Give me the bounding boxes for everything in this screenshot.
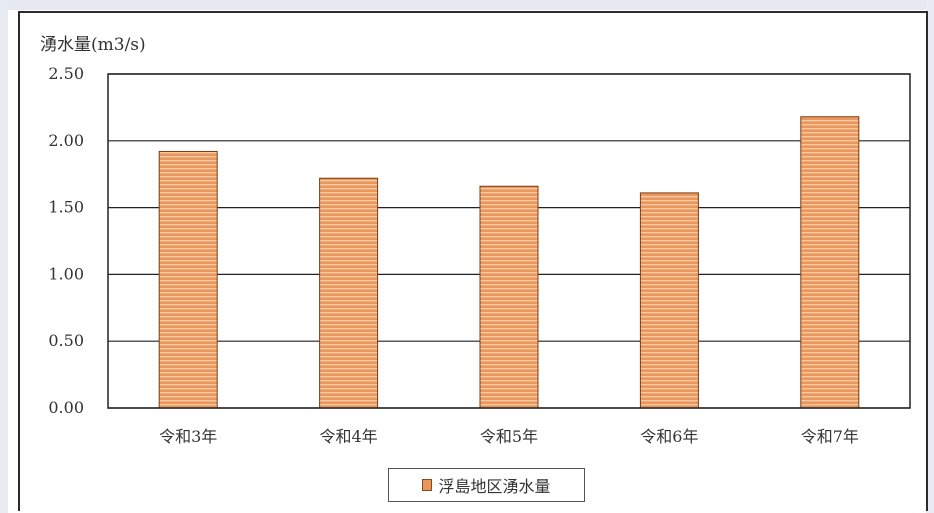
x-tick-labels: 令和3年 令和4年 令和5年 令和6年 令和7年 xyxy=(159,427,859,446)
bar xyxy=(319,177,379,409)
y-tick-label: 1.00 xyxy=(48,264,84,283)
y-tick-label: 1.50 xyxy=(48,198,84,217)
bar xyxy=(158,150,218,409)
bars xyxy=(158,116,860,409)
bar xyxy=(800,116,860,409)
y-tick-label: 0.00 xyxy=(48,398,84,417)
x-tick-label: 令和5年 xyxy=(480,427,538,446)
x-tick-label: 令和3年 xyxy=(159,427,217,446)
y-tick-label: 2.50 xyxy=(48,64,84,83)
y-tick-labels: 0.00 0.50 1.00 1.50 2.00 2.50 xyxy=(48,64,84,417)
bar xyxy=(479,185,539,409)
x-tick-label: 令和7年 xyxy=(801,427,859,446)
plot-area-border xyxy=(107,73,911,409)
y-tick-label: 0.50 xyxy=(48,331,84,350)
legend: 浮島地区湧水量 xyxy=(388,468,585,502)
y-axis-title: 湧水量(m3/s) xyxy=(40,35,146,55)
legend-label: 浮島地区湧水量 xyxy=(438,477,551,496)
x-tick-label: 令和6年 xyxy=(640,427,698,446)
bar xyxy=(639,192,699,409)
legend-swatch xyxy=(422,479,433,491)
y-tick-label: 2.00 xyxy=(48,131,84,150)
x-tick-label: 令和4年 xyxy=(320,427,378,446)
